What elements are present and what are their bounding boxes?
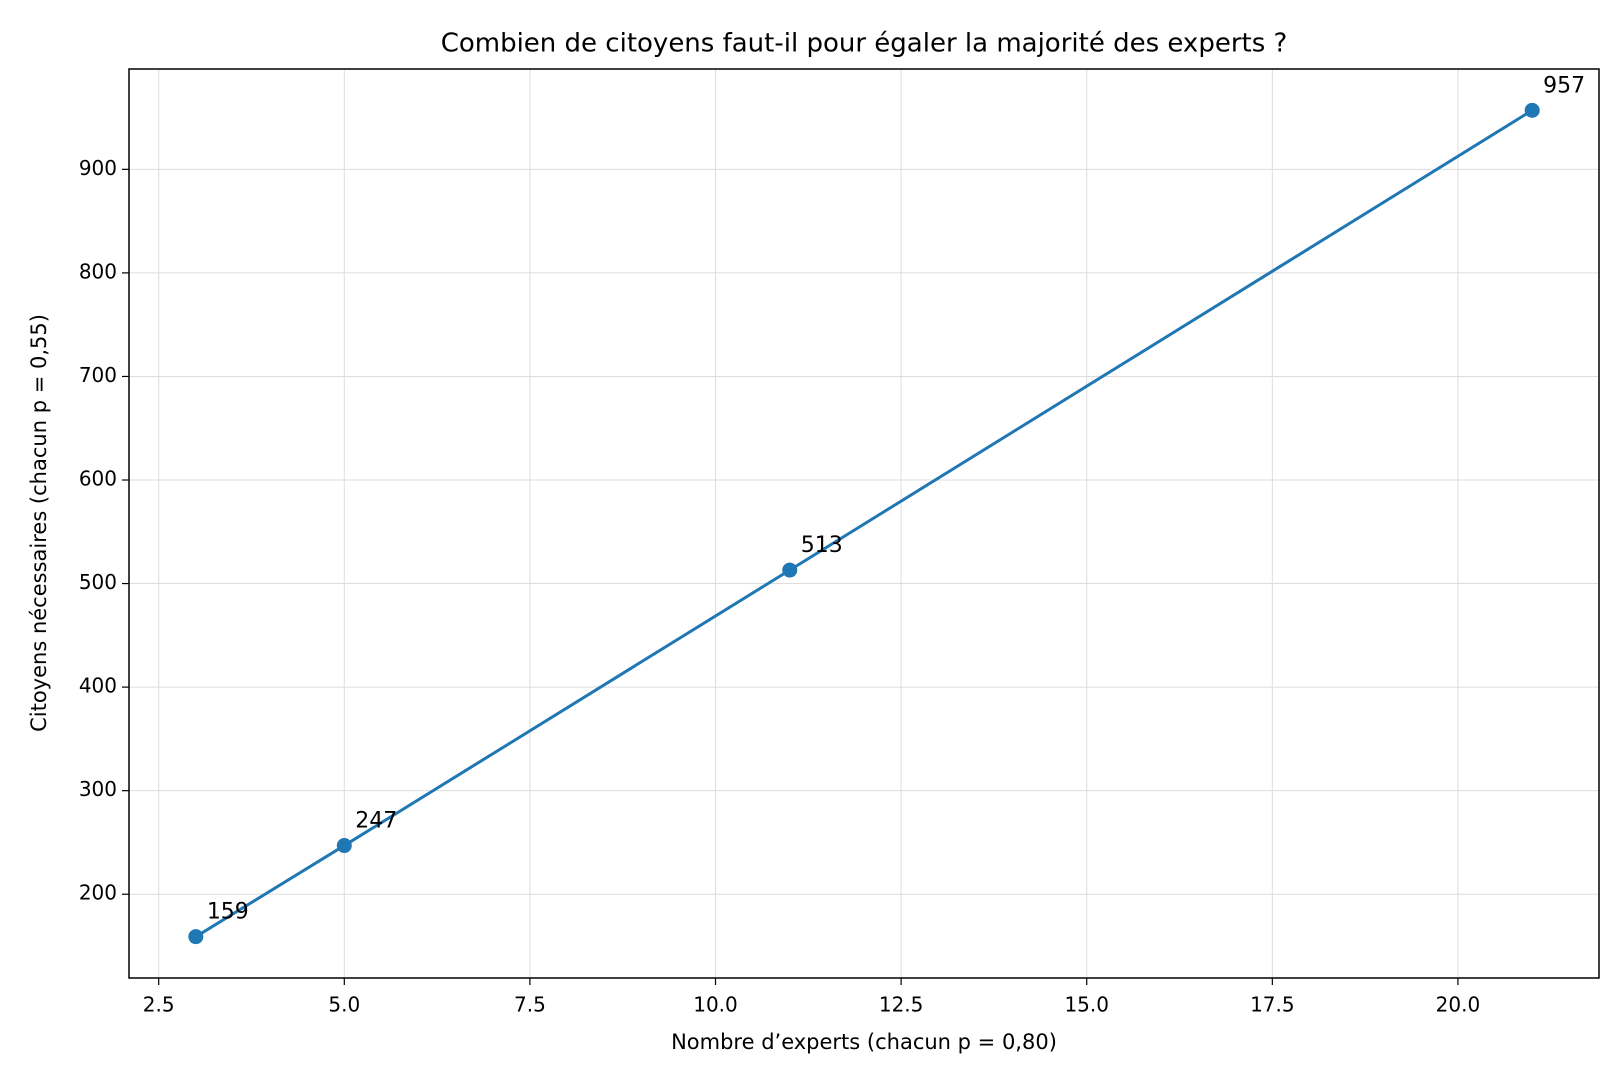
x-tick-label: 15.0 [1064,993,1109,1017]
y-tick-label: 700 [79,363,117,387]
point [1524,102,1540,118]
y-tick-label: 800 [79,259,117,283]
chart-title: Combien de citoyens faut-il pour égaler … [441,29,1288,59]
plot-frame [128,68,1600,979]
point [782,562,798,578]
y-tick-label: 200 [79,881,117,905]
data-label: 247 [355,809,397,834]
y-tick-label: 600 [79,467,117,491]
point [188,929,204,945]
y-tick-label: 400 [79,674,117,698]
data-label: 159 [207,900,249,925]
x-tick-label: 2.5 [143,993,175,1017]
data-label: 957 [1543,73,1585,98]
y-tick-label: 300 [79,777,117,801]
x-tick-label: 12.5 [879,993,924,1017]
y-axis-label: Citoyens nécessaires (chacun p = 0,55) [27,314,51,732]
x-tick-label: 7.5 [514,993,546,1017]
x-tick-label: 17.5 [1250,993,1295,1017]
line [195,109,1533,938]
point [336,838,352,854]
x-tick-label: 5.0 [328,993,360,1017]
y-tick-label: 500 [79,570,117,594]
y-tick-label: 900 [79,156,117,180]
data-label: 513 [801,533,843,558]
x-axis-label: Nombre d’experts (chacun p = 0,80) [671,1030,1057,1054]
x-tick-label: 20.0 [1436,993,1481,1017]
x-tick-label: 10.0 [693,993,738,1017]
